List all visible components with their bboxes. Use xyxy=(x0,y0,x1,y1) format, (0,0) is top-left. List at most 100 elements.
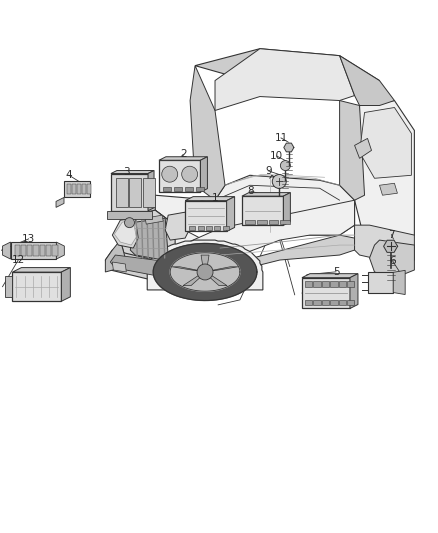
Polygon shape xyxy=(175,200,355,278)
FancyBboxPatch shape xyxy=(322,300,329,305)
Polygon shape xyxy=(242,192,290,196)
Circle shape xyxy=(124,217,134,228)
FancyBboxPatch shape xyxy=(322,281,329,287)
FancyBboxPatch shape xyxy=(198,227,204,230)
Polygon shape xyxy=(145,215,163,224)
Text: 11: 11 xyxy=(274,133,288,143)
Polygon shape xyxy=(190,66,225,200)
Polygon shape xyxy=(379,183,397,195)
Polygon shape xyxy=(355,139,371,158)
Circle shape xyxy=(280,160,290,171)
Polygon shape xyxy=(355,225,414,265)
Text: 3: 3 xyxy=(123,167,130,177)
Polygon shape xyxy=(114,220,136,245)
FancyBboxPatch shape xyxy=(77,184,81,195)
FancyBboxPatch shape xyxy=(185,187,193,191)
FancyBboxPatch shape xyxy=(189,227,195,230)
FancyBboxPatch shape xyxy=(82,184,86,195)
Polygon shape xyxy=(3,242,11,259)
Polygon shape xyxy=(106,250,178,285)
Polygon shape xyxy=(208,276,227,286)
Polygon shape xyxy=(57,242,64,259)
FancyBboxPatch shape xyxy=(40,245,45,256)
FancyBboxPatch shape xyxy=(347,281,354,287)
FancyBboxPatch shape xyxy=(163,187,171,191)
FancyBboxPatch shape xyxy=(330,281,338,287)
Text: 13: 13 xyxy=(22,234,35,244)
Polygon shape xyxy=(12,268,71,272)
FancyBboxPatch shape xyxy=(347,300,354,305)
Polygon shape xyxy=(226,197,235,231)
Polygon shape xyxy=(170,253,240,291)
Polygon shape xyxy=(284,143,294,152)
FancyBboxPatch shape xyxy=(107,211,152,219)
FancyBboxPatch shape xyxy=(174,187,182,191)
FancyBboxPatch shape xyxy=(159,160,201,192)
FancyBboxPatch shape xyxy=(268,220,279,224)
FancyBboxPatch shape xyxy=(185,200,226,231)
FancyBboxPatch shape xyxy=(339,281,346,287)
FancyBboxPatch shape xyxy=(53,245,58,256)
FancyBboxPatch shape xyxy=(27,245,32,256)
FancyBboxPatch shape xyxy=(130,177,141,207)
Polygon shape xyxy=(155,175,355,235)
Circle shape xyxy=(197,264,213,280)
Polygon shape xyxy=(120,210,175,275)
FancyBboxPatch shape xyxy=(11,242,57,259)
Text: 12: 12 xyxy=(11,255,25,265)
FancyBboxPatch shape xyxy=(206,227,212,230)
FancyBboxPatch shape xyxy=(242,196,283,225)
Polygon shape xyxy=(153,244,257,301)
FancyBboxPatch shape xyxy=(339,300,346,305)
FancyBboxPatch shape xyxy=(280,220,290,224)
Polygon shape xyxy=(111,171,154,174)
Polygon shape xyxy=(215,49,355,110)
FancyBboxPatch shape xyxy=(116,177,127,207)
Polygon shape xyxy=(165,212,190,240)
Polygon shape xyxy=(355,101,414,245)
FancyBboxPatch shape xyxy=(368,272,393,293)
Text: 4: 4 xyxy=(66,170,72,180)
Polygon shape xyxy=(56,197,64,207)
Circle shape xyxy=(162,166,178,182)
FancyBboxPatch shape xyxy=(313,300,321,305)
Text: 10: 10 xyxy=(270,151,283,161)
Circle shape xyxy=(272,174,286,189)
Text: 9: 9 xyxy=(265,166,272,176)
Polygon shape xyxy=(339,55,395,106)
FancyBboxPatch shape xyxy=(197,187,205,191)
FancyBboxPatch shape xyxy=(87,184,91,195)
Text: 1: 1 xyxy=(211,193,218,203)
Polygon shape xyxy=(183,276,202,286)
Polygon shape xyxy=(112,262,126,272)
FancyBboxPatch shape xyxy=(33,245,39,256)
Polygon shape xyxy=(159,157,208,160)
Polygon shape xyxy=(110,255,172,278)
FancyBboxPatch shape xyxy=(64,182,90,197)
Polygon shape xyxy=(147,240,263,290)
Polygon shape xyxy=(148,210,220,248)
Polygon shape xyxy=(195,49,379,95)
Polygon shape xyxy=(360,108,411,178)
Text: 2: 2 xyxy=(180,149,187,159)
Circle shape xyxy=(182,166,198,182)
FancyBboxPatch shape xyxy=(111,174,148,211)
FancyBboxPatch shape xyxy=(245,220,255,224)
Polygon shape xyxy=(211,266,238,271)
Polygon shape xyxy=(106,240,125,272)
FancyBboxPatch shape xyxy=(223,227,229,230)
FancyBboxPatch shape xyxy=(330,300,338,305)
Polygon shape xyxy=(130,218,168,260)
FancyBboxPatch shape xyxy=(257,220,267,224)
FancyBboxPatch shape xyxy=(4,276,12,297)
FancyBboxPatch shape xyxy=(302,278,350,309)
Polygon shape xyxy=(201,255,209,268)
Polygon shape xyxy=(302,273,358,278)
Polygon shape xyxy=(61,268,71,301)
Polygon shape xyxy=(350,273,358,309)
Polygon shape xyxy=(339,101,364,200)
FancyBboxPatch shape xyxy=(67,184,71,195)
FancyBboxPatch shape xyxy=(143,177,155,207)
Text: 5: 5 xyxy=(333,267,339,277)
Text: 8: 8 xyxy=(247,186,254,196)
